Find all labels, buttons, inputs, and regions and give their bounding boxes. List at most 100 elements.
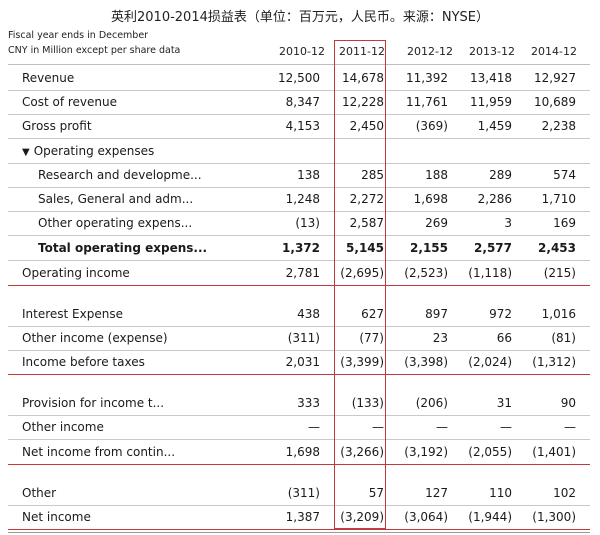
table-bottom-rule [8,532,590,533]
cell-value: 23 [432,331,448,345]
row-label-text: Other income (expense) [22,331,168,345]
table-row: Operating income 2,781 (2,695) (2,523) (1,11… [0,261,600,285]
table-row: Interest Expense 438 627 897 972 1,016 [0,302,600,326]
cell-value: 333 [297,396,320,410]
row-label-text: Interest Expense [22,307,123,321]
cell-value: (81) [551,331,576,345]
year-header-2011: 2011-12 [339,45,385,58]
cell-value: 66 [496,331,512,345]
cell-value: (3,209) [340,510,384,524]
table-row: Net income from contin... 1,698 (3,266) (3,… [0,440,600,464]
row-divider [8,326,590,327]
cell-value: 2,587 [349,216,384,230]
cell-value: 11,959 [470,95,512,109]
collapse-triangle-icon[interactable]: ▼ [22,147,30,158]
cell-value: 138 [297,168,320,182]
row-label: Research and developme... [38,168,202,182]
row-label-text: Income before taxes [22,355,145,369]
row-divider [8,260,590,261]
row-label: Other income [22,420,104,434]
cell-value: 127 [425,486,448,500]
cell-value: 10,689 [534,95,576,109]
currency-note: CNY in Million except per share data [8,45,181,56]
row-label: Other [22,486,56,500]
table-row: Other income (expense) (311) (77) 23 66 (81) [0,326,600,350]
cell-value: 1,710 [541,192,576,206]
cell-value: — [500,420,512,434]
cell-value: (1,401) [532,445,576,459]
cell-value: (1,118) [468,266,512,280]
row-label-text: Operating income [22,266,130,280]
cell-value: (1,300) [532,510,576,524]
table-row: Income before taxes 2,031 (3,399) (3,398) (2… [0,350,600,374]
header-divider [8,64,590,65]
cell-value: — [436,420,448,434]
section-divider [8,529,590,530]
table-row: Gross profit 4,153 2,450 (369) 1,459 2,238 [0,114,600,138]
cell-value: (2,024) [468,355,512,369]
cell-value: 972 [489,307,512,321]
table-row: Sales, General and adm... 1,248 2,272 1,698… [0,187,600,211]
cell-value: 574 [553,168,576,182]
section-divider [8,464,590,465]
row-label-text: Net income [22,510,91,524]
section-label-operating-expenses[interactable]: ▼ Operating expenses [22,144,154,158]
row-label: Revenue [22,71,74,85]
year-header-2010: 2010-12 [279,45,325,58]
row-label: Gross profit [22,119,92,133]
cell-value: (215) [543,266,576,280]
row-divider [8,114,590,115]
cell-value: (13) [295,216,320,230]
cell-value: 289 [489,168,512,182]
row-divider [8,235,590,236]
row-label: Other income (expense) [22,331,168,345]
cell-value: 269 [425,216,448,230]
row-divider [8,505,590,506]
cell-value: — [564,420,576,434]
row-label-text: Other income [22,420,104,434]
cell-value: (1,312) [532,355,576,369]
cell-value: 3 [504,216,512,230]
cell-value: 1,459 [477,119,512,133]
cell-value: (77) [359,331,384,345]
cell-value: — [308,420,320,434]
cell-value: 12,500 [278,71,320,85]
row-label: Operating income [22,266,130,280]
cell-value: 627 [361,307,384,321]
row-label-text: Research and developme... [38,168,202,182]
highlight-2011-column [334,40,386,529]
cell-value: 2,272 [349,192,384,206]
cell-value: 4,153 [285,119,320,133]
row-label: Provision for income t... [22,396,164,410]
cell-value: 438 [297,307,320,321]
cell-value: 2,286 [477,192,512,206]
cell-value: 2,450 [349,119,384,133]
row-label: Interest Expense [22,307,123,321]
cell-value: 1,248 [285,192,320,206]
table-row: Total operating expens... 1,372 5,145 2,155… [0,236,600,260]
table-row: Other income — — — — — [0,415,600,439]
cell-value: 2,781 [285,266,320,280]
row-label-text: Cost of revenue [22,95,118,109]
year-header-2013: 2013-12 [469,45,515,58]
cell-value: 1,698 [285,445,320,459]
cell-value: (3,064) [404,510,448,524]
section-divider [8,285,590,286]
row-label: Other operating expens... [38,216,192,230]
cell-value: 12,927 [534,71,576,85]
cell-value: 5,145 [346,241,384,255]
row-divider [8,439,590,440]
row-label-text: Other [22,486,57,500]
cell-value: (311) [287,486,320,500]
row-divider [8,211,590,212]
row-label-text: Other operating expens... [38,216,193,230]
cell-value: (2,695) [340,266,384,280]
row-label-text: Net income from contin... [22,445,176,459]
row-label: Net income [22,510,91,524]
table-row: Provision for income t... 333 (133) (206) 31… [0,391,600,415]
table-row: ▼ Operating expenses [0,139,600,163]
cell-value: 2,238 [541,119,576,133]
cell-value: 1,372 [282,241,320,255]
cell-value: (369) [415,119,448,133]
cell-value: 57 [368,486,384,500]
